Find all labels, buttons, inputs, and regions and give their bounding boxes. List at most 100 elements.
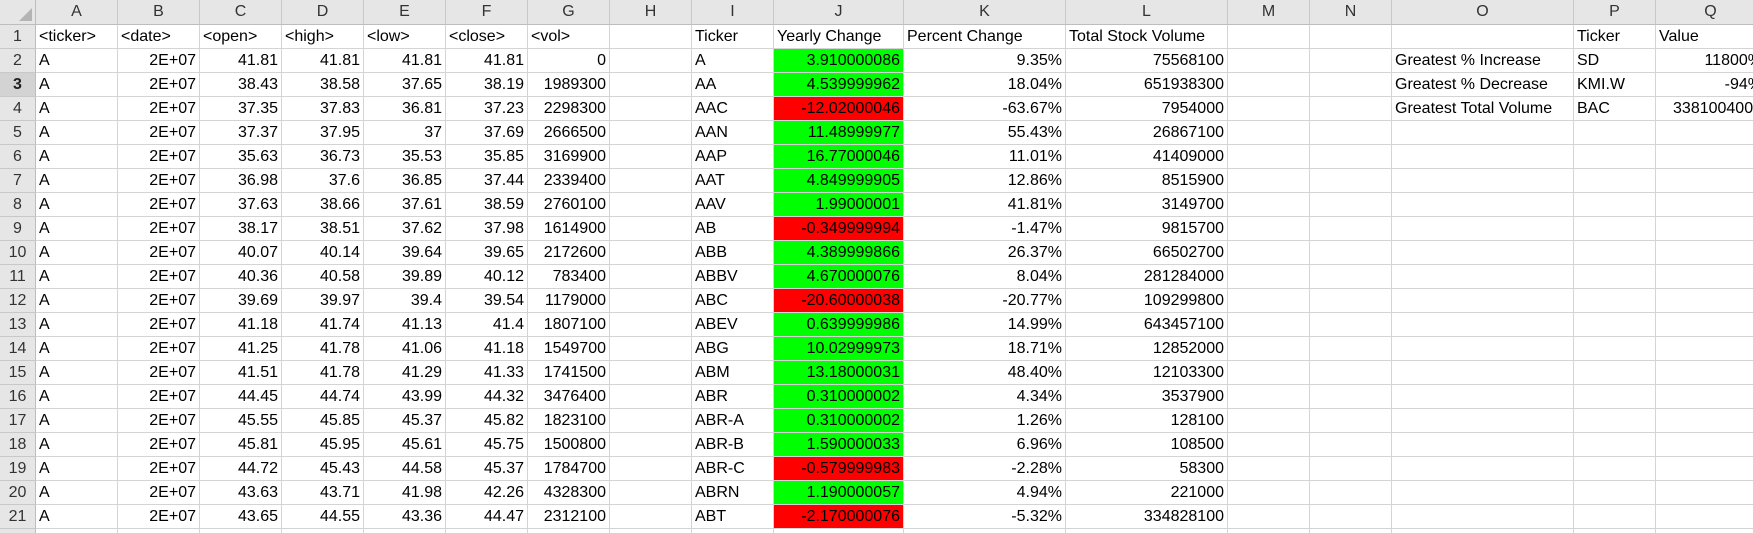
cell-n14[interactable] — [1310, 337, 1392, 361]
cell-j13[interactable]: 0.639999986 — [774, 313, 904, 337]
cell-b8[interactable]: 2E+07 — [118, 193, 200, 217]
cell-f9[interactable]: 37.98 — [446, 217, 528, 241]
cell-p11[interactable] — [1574, 265, 1656, 289]
cell-f14[interactable]: 41.18 — [446, 337, 528, 361]
cell-k1[interactable]: Percent Change — [904, 25, 1066, 49]
cell-c9[interactable]: 38.17 — [200, 217, 282, 241]
cell-j17[interactable]: 0.310000002 — [774, 409, 904, 433]
cell-o6[interactable] — [1392, 145, 1574, 169]
cell-k22[interactable] — [904, 529, 1066, 533]
cell-d10[interactable]: 40.14 — [282, 241, 364, 265]
cell-k21[interactable]: -5.32% — [904, 505, 1066, 529]
cell-n8[interactable] — [1310, 193, 1392, 217]
cell-o14[interactable] — [1392, 337, 1574, 361]
row-header-18[interactable]: 18 — [0, 433, 36, 457]
cell-i11[interactable]: ABBV — [692, 265, 774, 289]
cell-p3[interactable]: KMI.W — [1574, 73, 1656, 97]
cell-d21[interactable]: 44.55 — [282, 505, 364, 529]
cell-l16[interactable]: 3537900 — [1066, 385, 1228, 409]
cell-a18[interactable]: A — [36, 433, 118, 457]
cell-i22[interactable] — [692, 529, 774, 533]
cell-d6[interactable]: 36.73 — [282, 145, 364, 169]
cell-f11[interactable]: 40.12 — [446, 265, 528, 289]
cell-a19[interactable]: A — [36, 457, 118, 481]
column-header-h[interactable]: H — [610, 0, 692, 25]
cell-h5[interactable] — [610, 121, 692, 145]
cell-g21[interactable]: 2312100 — [528, 505, 610, 529]
cell-h16[interactable] — [610, 385, 692, 409]
cell-l7[interactable]: 8515900 — [1066, 169, 1228, 193]
cell-e4[interactable]: 36.81 — [364, 97, 446, 121]
cell-m10[interactable] — [1228, 241, 1310, 265]
cell-o9[interactable] — [1392, 217, 1574, 241]
cell-p17[interactable] — [1574, 409, 1656, 433]
cell-p21[interactable] — [1574, 505, 1656, 529]
cell-f3[interactable]: 38.19 — [446, 73, 528, 97]
cell-i7[interactable]: AAT — [692, 169, 774, 193]
cell-b4[interactable]: 2E+07 — [118, 97, 200, 121]
cell-a22[interactable] — [36, 529, 118, 533]
cell-b14[interactable]: 2E+07 — [118, 337, 200, 361]
cell-b6[interactable]: 2E+07 — [118, 145, 200, 169]
cell-n3[interactable] — [1310, 73, 1392, 97]
cell-a13[interactable]: A — [36, 313, 118, 337]
cell-f1[interactable]: <close> — [446, 25, 528, 49]
cell-i4[interactable]: AAC — [692, 97, 774, 121]
cell-f4[interactable]: 37.23 — [446, 97, 528, 121]
cell-b3[interactable]: 2E+07 — [118, 73, 200, 97]
cell-k2[interactable]: 9.35% — [904, 49, 1066, 73]
cell-h3[interactable] — [610, 73, 692, 97]
cell-g20[interactable]: 4328300 — [528, 481, 610, 505]
cell-p12[interactable] — [1574, 289, 1656, 313]
cell-q5[interactable] — [1656, 121, 1753, 145]
cell-o12[interactable] — [1392, 289, 1574, 313]
cell-d8[interactable]: 38.66 — [282, 193, 364, 217]
cell-k15[interactable]: 48.40% — [904, 361, 1066, 385]
cell-m12[interactable] — [1228, 289, 1310, 313]
row-header-12[interactable]: 12 — [0, 289, 36, 313]
cell-d1[interactable]: <high> — [282, 25, 364, 49]
cell-c3[interactable]: 38.43 — [200, 73, 282, 97]
cell-q6[interactable] — [1656, 145, 1753, 169]
cell-c10[interactable]: 40.07 — [200, 241, 282, 265]
cell-n9[interactable] — [1310, 217, 1392, 241]
select-all-button[interactable] — [0, 0, 36, 25]
cell-c14[interactable]: 41.25 — [200, 337, 282, 361]
cell-c4[interactable]: 37.35 — [200, 97, 282, 121]
cell-f7[interactable]: 37.44 — [446, 169, 528, 193]
cell-d14[interactable]: 41.78 — [282, 337, 364, 361]
cell-h15[interactable] — [610, 361, 692, 385]
row-header-14[interactable]: 14 — [0, 337, 36, 361]
cell-m7[interactable] — [1228, 169, 1310, 193]
cell-b11[interactable]: 2E+07 — [118, 265, 200, 289]
cell-k3[interactable]: 18.04% — [904, 73, 1066, 97]
cell-h10[interactable] — [610, 241, 692, 265]
cell-c1[interactable]: <open> — [200, 25, 282, 49]
cell-d11[interactable]: 40.58 — [282, 265, 364, 289]
cell-d19[interactable]: 45.43 — [282, 457, 364, 481]
cell-n15[interactable] — [1310, 361, 1392, 385]
column-header-q[interactable]: Q — [1656, 0, 1753, 25]
cell-h17[interactable] — [610, 409, 692, 433]
cell-c6[interactable]: 35.63 — [200, 145, 282, 169]
cell-c5[interactable]: 37.37 — [200, 121, 282, 145]
column-header-l[interactable]: L — [1066, 0, 1228, 25]
cell-n4[interactable] — [1310, 97, 1392, 121]
row-header-17[interactable]: 17 — [0, 409, 36, 433]
cell-b7[interactable]: 2E+07 — [118, 169, 200, 193]
cell-l3[interactable]: 651938300 — [1066, 73, 1228, 97]
cell-g9[interactable]: 1614900 — [528, 217, 610, 241]
cell-q9[interactable] — [1656, 217, 1753, 241]
cell-m1[interactable] — [1228, 25, 1310, 49]
cell-j9[interactable]: -0.349999994 — [774, 217, 904, 241]
cell-q11[interactable] — [1656, 265, 1753, 289]
cell-l10[interactable]: 66502700 — [1066, 241, 1228, 265]
cell-a14[interactable]: A — [36, 337, 118, 361]
cell-e12[interactable]: 39.4 — [364, 289, 446, 313]
cell-a1[interactable]: <ticker> — [36, 25, 118, 49]
cell-d17[interactable]: 45.85 — [282, 409, 364, 433]
cell-f16[interactable]: 44.32 — [446, 385, 528, 409]
column-header-k[interactable]: K — [904, 0, 1066, 25]
cell-n18[interactable] — [1310, 433, 1392, 457]
cell-q12[interactable] — [1656, 289, 1753, 313]
